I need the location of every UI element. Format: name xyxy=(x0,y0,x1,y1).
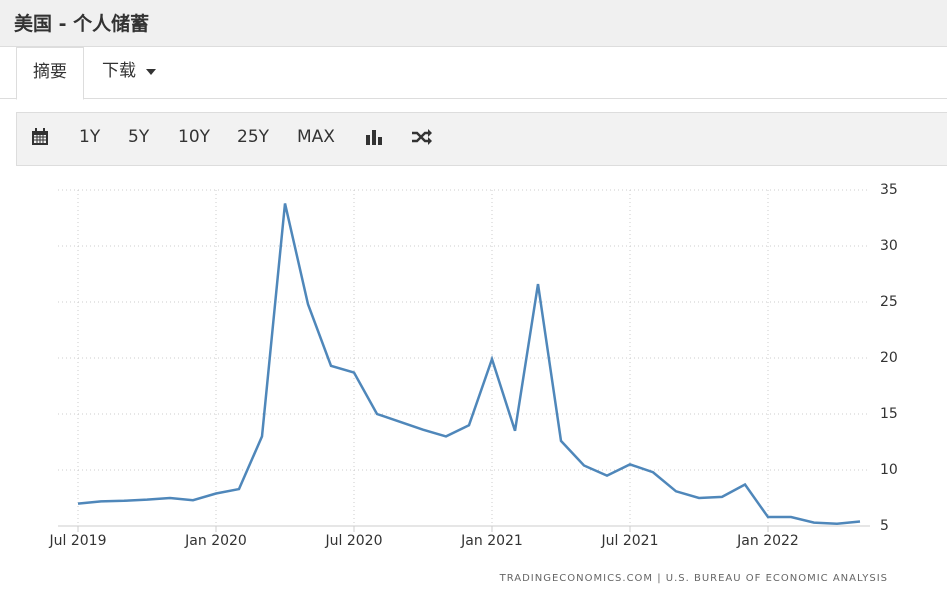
y-tick-label: 25 xyxy=(880,294,898,310)
range-button[interactable]: 5Y xyxy=(128,127,150,147)
dropdown-caret xyxy=(146,69,157,75)
y-tick-label: 5 xyxy=(880,518,889,534)
page-title: 美国 - 个人储蓄 xyxy=(14,13,150,35)
y-tick-label: 10 xyxy=(880,462,898,478)
compare-icon[interactable] xyxy=(411,129,433,145)
chart: 5 10 15 20 25 30 35 Jul 2019 Jan 2020 Jul 2020 Jan… xyxy=(49,182,898,584)
chart-type-icon[interactable] xyxy=(365,129,383,145)
y-tick-label: 30 xyxy=(880,238,898,254)
calendar-icon[interactable] xyxy=(31,128,49,146)
toolbar: 1Y 5Y 10Y 25Y MAX xyxy=(16,112,947,166)
x-tick-label: Jul 2019 xyxy=(49,533,107,549)
tab-bar: 摘要 下载 xyxy=(0,47,947,100)
range-button[interactable]: 25Y xyxy=(237,127,270,147)
header: 美国 - 个人储蓄 xyxy=(0,0,947,47)
range-button[interactable]: MAX xyxy=(297,127,335,147)
x-tick-label: Jul 2021 xyxy=(601,533,659,549)
line-series xyxy=(77,203,861,526)
tab[interactable]: 下载 xyxy=(102,47,157,98)
tab-label: 下载 xyxy=(102,61,136,81)
y-tick-label: 15 xyxy=(880,406,898,422)
y-tick-label: 20 xyxy=(880,350,898,366)
y-tick-label: 35 xyxy=(880,182,898,198)
x-tick-label: Jan 2022 xyxy=(736,533,799,549)
tab[interactable]: 摘要 xyxy=(16,47,84,100)
x-tick-label: Jul 2020 xyxy=(325,533,383,549)
range-button[interactable]: 1Y xyxy=(79,127,101,147)
range-button[interactable]: 10Y xyxy=(178,127,211,147)
x-tick-label: Jan 2021 xyxy=(460,533,523,549)
x-tick-label: Jan 2020 xyxy=(184,533,247,549)
source-credit: TRADINGECONOMICS.COM | U.S. BUREAU OF EC… xyxy=(499,573,888,584)
